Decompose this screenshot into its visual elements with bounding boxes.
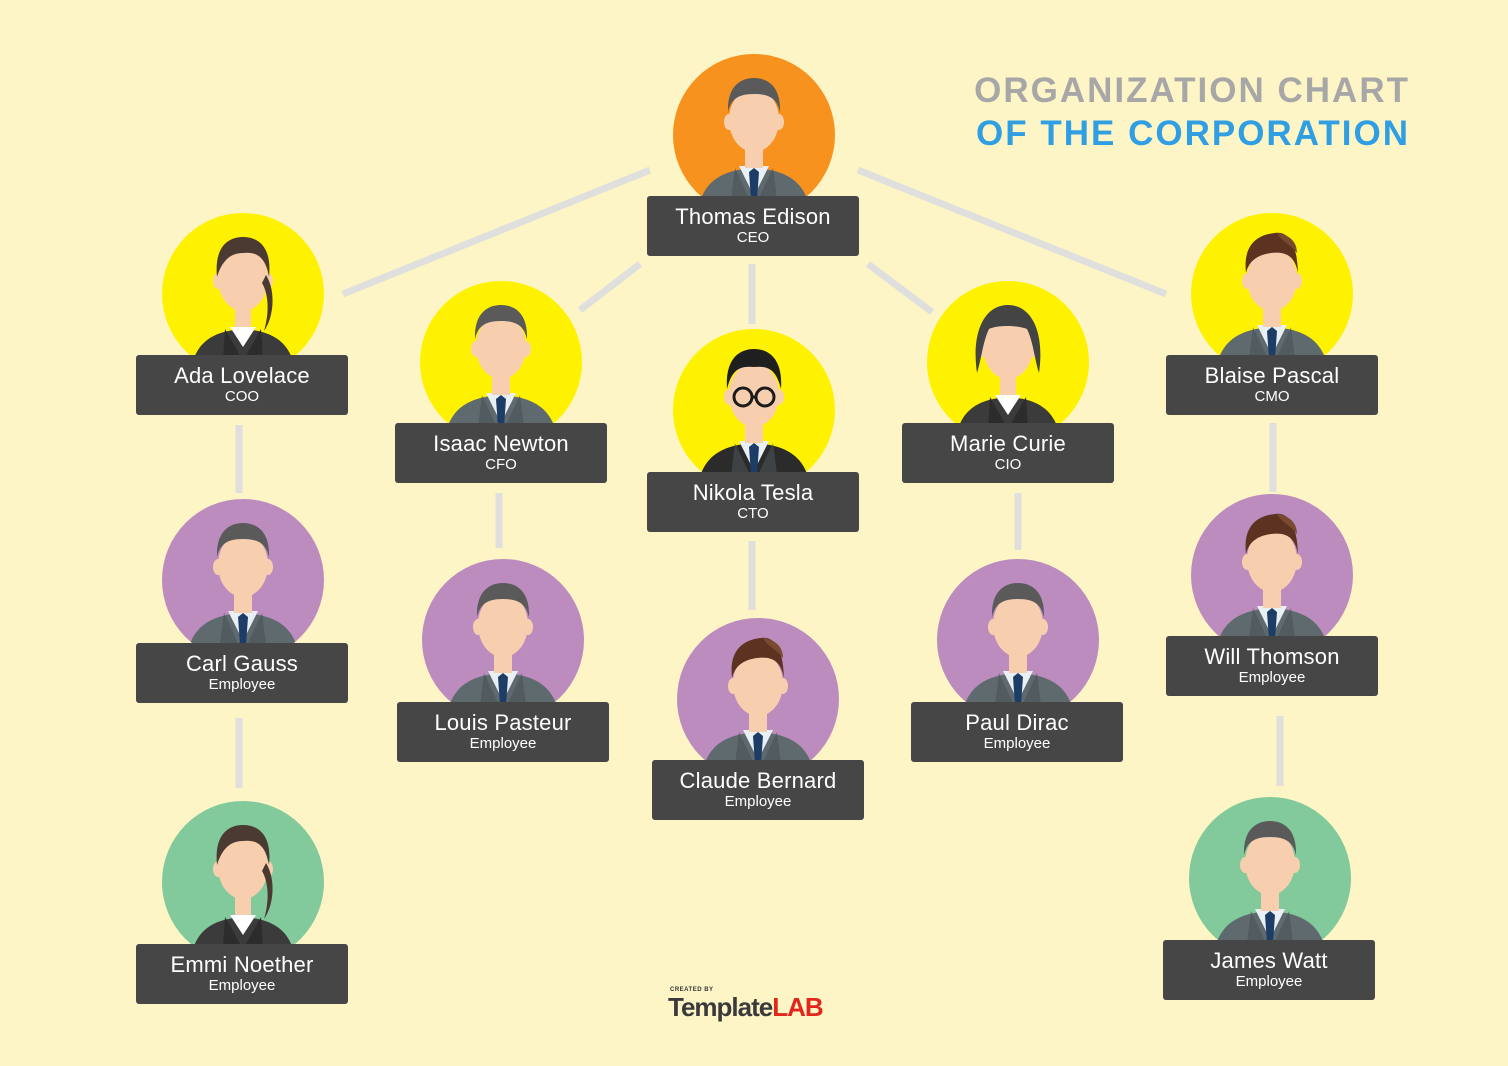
person-name: Emmi Noether <box>170 952 314 977</box>
person-role: Employee <box>469 735 537 752</box>
person-role: Employee <box>724 793 792 810</box>
name-card-nikola-tesla: Nikola Tesla CTO <box>647 472 859 532</box>
person-name: Louis Pasteur <box>434 710 572 735</box>
title-line-2: OF THE CORPORATION <box>976 114 1410 153</box>
name-card-thomas-edison: Thomas Edison CEO <box>647 196 859 256</box>
avatar-james-watt <box>1189 797 1351 959</box>
brand-name-part-2: LAB <box>772 992 823 1022</box>
brand-name: TemplateLAB <box>668 992 824 1023</box>
avatar-emmi-noether <box>162 801 324 963</box>
person-name: Paul Dirac <box>965 710 1069 735</box>
person-role: Employee <box>1235 973 1303 990</box>
person-role: CMO <box>1254 388 1290 405</box>
avatar-paul-dirac <box>937 559 1099 721</box>
name-card-will-thomson: Will Thomson Employee <box>1166 636 1378 696</box>
name-card-marie-curie: Marie Curie CIO <box>902 423 1114 483</box>
avatar-isaac-newton <box>420 281 582 443</box>
connector-ceo-cmo <box>856 166 1168 298</box>
person-name: Ada Lovelace <box>174 363 310 388</box>
avatar-carl-gauss <box>162 499 324 661</box>
person-name: Nikola Tesla <box>692 480 814 505</box>
person-name: Thomas Edison <box>675 204 831 229</box>
person-name: Will Thomson <box>1204 644 1340 669</box>
person-role: CTO <box>737 505 769 522</box>
name-card-louis-pasteur: Louis Pasteur Employee <box>397 702 609 762</box>
avatar-blaise-pascal <box>1191 213 1353 375</box>
person-role: Employee <box>1238 669 1306 686</box>
name-card-isaac-newton: Isaac Newton CFO <box>395 423 607 483</box>
person-role: Employee <box>208 676 276 693</box>
title-line-1: ORGANIZATION CHART <box>974 71 1410 110</box>
chart-title: ORGANIZATION CHART OF THE CORPORATION <box>960 70 1410 156</box>
avatar-marie-curie <box>927 281 1089 443</box>
person-name: Marie Curie <box>950 431 1066 456</box>
brand-created-by: CREATED BY <box>670 987 714 993</box>
person-role: COO <box>224 388 260 405</box>
name-card-carl-gauss: Carl Gauss Employee <box>136 643 348 703</box>
name-card-james-watt: James Watt Employee <box>1163 940 1375 1000</box>
person-role: Employee <box>983 735 1051 752</box>
avatar-ada-lovelace <box>162 213 324 375</box>
person-role: CFO <box>485 456 517 473</box>
name-card-ada-lovelace: Ada Lovelace COO <box>136 355 348 415</box>
name-card-paul-dirac: Paul Dirac Employee <box>911 702 1123 762</box>
templatelab-logo: CREATED BY TemplateLAB <box>668 986 848 1022</box>
avatar-thomas-edison <box>673 54 835 216</box>
avatar-will-thomson <box>1191 494 1353 656</box>
name-card-claude-bernard: Claude Bernard Employee <box>652 760 864 820</box>
person-role: CEO <box>736 229 770 246</box>
name-card-blaise-pascal: Blaise Pascal CMO <box>1166 355 1378 415</box>
person-name: Carl Gauss <box>185 651 299 676</box>
brand-name-part-1: Template <box>668 992 773 1022</box>
person-name: James Watt <box>1210 948 1328 973</box>
avatar-louis-pasteur <box>422 559 584 721</box>
person-name: Blaise Pascal <box>1204 363 1340 388</box>
connector-ceo-cfo <box>577 261 643 313</box>
connector-ceo-coo <box>341 166 652 298</box>
connector-ceo-cio <box>865 261 935 315</box>
person-name: Claude Bernard <box>679 768 837 793</box>
person-name: Isaac Newton <box>433 431 569 456</box>
person-role: Employee <box>208 977 276 994</box>
avatar-nikola-tesla <box>673 329 835 491</box>
avatar-claude-bernard <box>677 618 839 780</box>
person-role: CIO <box>994 456 1022 473</box>
name-card-emmi-noether: Emmi Noether Employee <box>136 944 348 1004</box>
